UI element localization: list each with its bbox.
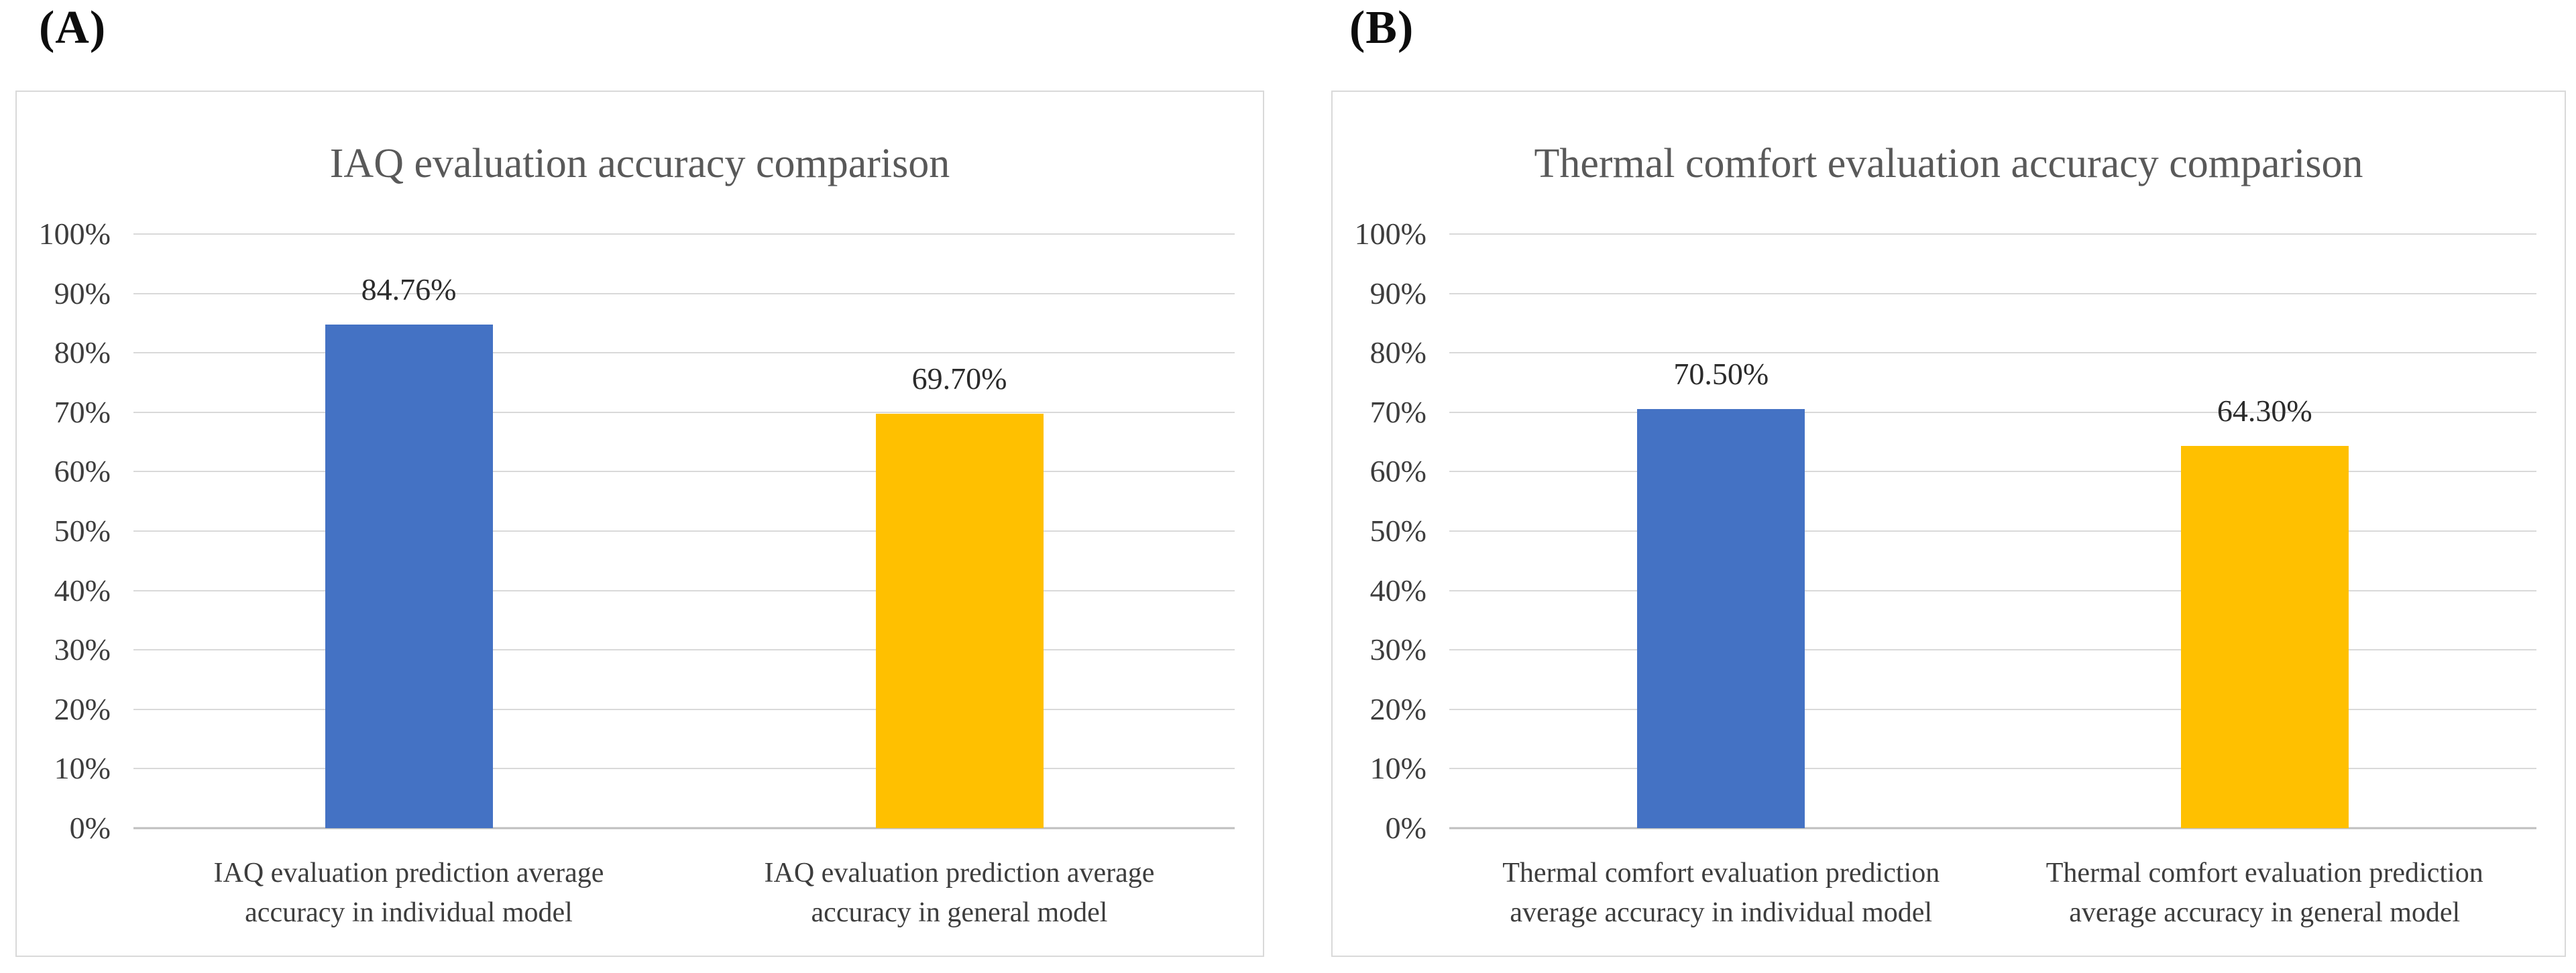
gridline bbox=[133, 649, 1235, 651]
gridline bbox=[1449, 233, 2536, 235]
gridline bbox=[1449, 589, 2536, 591]
panel-label-a: (A) bbox=[39, 2, 107, 54]
gridline bbox=[1449, 471, 2536, 473]
x-axis-line bbox=[1449, 827, 2536, 829]
gridline bbox=[1449, 708, 2536, 710]
gridline bbox=[133, 471, 1235, 473]
bar-value-label: 64.30% bbox=[2217, 394, 2312, 428]
category-labels: Thermal comfort evaluation prediction av… bbox=[1449, 854, 2536, 933]
gridline bbox=[1449, 411, 2536, 413]
bar-value-label: 84.76% bbox=[361, 272, 457, 307]
category-label: IAQ evaluation prediction average accura… bbox=[764, 858, 1155, 928]
gridline bbox=[1449, 292, 2536, 294]
gridline bbox=[1449, 352, 2536, 354]
bar-chart-panel-b: Thermal comfort evaluation accuracy comp… bbox=[1331, 91, 2566, 957]
category-labels: IAQ evaluation prediction average accura… bbox=[133, 854, 1235, 933]
bar-chart-panel-a: IAQ evaluation accuracy comparison 0% 10%… bbox=[15, 91, 1264, 957]
bar-1 bbox=[325, 325, 493, 828]
chart-title: Thermal comfort evaluation accuracy comp… bbox=[1534, 141, 2363, 186]
gridline bbox=[1449, 649, 2536, 651]
gridline bbox=[133, 233, 1235, 235]
gridline bbox=[133, 292, 1235, 294]
chart-title: IAQ evaluation accuracy comparison bbox=[329, 141, 950, 186]
category-label: Thermal comfort evaluation prediction av… bbox=[2046, 858, 2483, 928]
gridline bbox=[133, 352, 1235, 354]
gridline bbox=[133, 589, 1235, 591]
gridline bbox=[133, 530, 1235, 532]
x-axis-line bbox=[133, 827, 1235, 829]
bar-value-label: 69.70% bbox=[911, 361, 1007, 396]
plot-area: 0% 10% 20% 30% 40% 50% 60% 70% 80% 90% 100% 84.76% 6… bbox=[39, 219, 1235, 844]
bar-2 bbox=[875, 414, 1044, 828]
gridline bbox=[133, 708, 1235, 710]
gridline bbox=[133, 768, 1235, 770]
plot-area: 0% 10% 20% 30% 40% 50% 60% 70% 80% 90% 100% 70.50% 6… bbox=[1355, 219, 2536, 844]
gridline bbox=[1449, 530, 2536, 532]
panel-label-b: (B) bbox=[1349, 2, 1414, 54]
gridline bbox=[1449, 768, 2536, 770]
bar-1 bbox=[1637, 409, 1805, 828]
gridline bbox=[133, 411, 1235, 413]
bar-value-label: 70.50% bbox=[1673, 357, 1769, 392]
category-label: IAQ evaluation prediction average accura… bbox=[213, 858, 604, 928]
bar-2 bbox=[2180, 446, 2349, 828]
category-label: Thermal comfort evaluation prediction av… bbox=[1502, 858, 1940, 928]
